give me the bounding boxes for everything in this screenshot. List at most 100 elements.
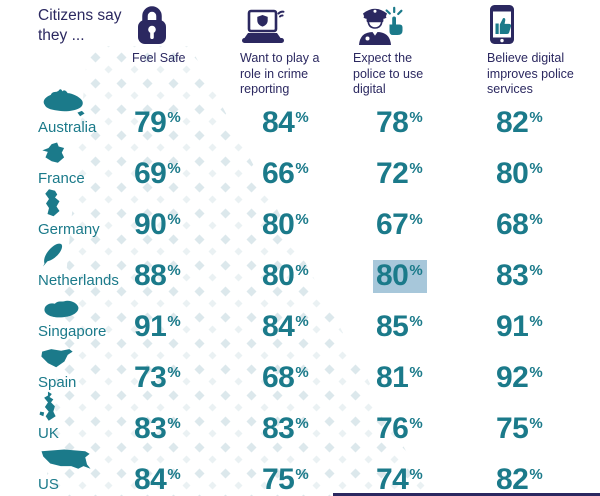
percent-sign: % [409,109,423,126]
us-crime-reporting-value: 75% [262,463,309,496]
percent-sign: % [529,109,543,126]
uk-crime-reporting-value: 83% [262,412,309,445]
percent-sign: % [295,313,309,330]
percent-sign: % [167,160,181,177]
column-label: Feel Safe [132,51,186,65]
country-label: Singapore [38,323,107,340]
netherlands-police-digital-value-highlighted: 80% [372,260,492,293]
percent-sign: % [167,109,181,126]
france-digital-improves-value: 80% [496,157,543,190]
country-cell: Singapore [38,292,130,343]
laptop-police-badge-icon [240,2,288,46]
country-label: Germany [38,221,100,238]
uk-police-digital-value: 76% [376,412,423,445]
percent-sign: % [295,415,309,432]
spain-police-digital-value: 81% [376,361,423,394]
percent-sign: % [529,466,543,483]
table-row-singapore: Singapore 91% 84% 85% 91% [0,292,600,343]
spain-map-icon [41,349,73,368]
column-header-police-digital: Expect the police to use digital [353,0,473,98]
percent-sign: % [529,415,543,432]
germany-police-digital-value: 67% [376,208,423,241]
uk-map-icon [39,391,56,421]
percent-sign: % [409,313,423,330]
percent-sign: % [167,262,181,279]
percent-sign: % [295,211,309,228]
bottom-edge-line [333,493,600,496]
percent-sign: % [409,364,423,381]
percent-sign: % [409,211,423,228]
australia-digital-improves-value: 82% [496,106,543,139]
country-label: UK [38,425,59,442]
column-header-crime-reporting: Want to play a role in crime reporting [240,0,354,98]
singapore-feel-safe-value: 91% [134,310,181,343]
country-cell: Australia [38,88,130,139]
percent-sign: % [295,364,309,381]
us-map-icon [41,449,91,469]
netherlands-crime-reporting-value: 80% [262,259,309,292]
percent-sign: % [409,262,423,279]
column-header-digital-improves: Believe digital improves police services [487,0,595,98]
germany-map-icon [45,189,60,217]
percent-sign: % [529,160,543,177]
australia-feel-safe-value: 79% [134,106,181,139]
table-row-spain: Spain 73% 68% 81% 92% [0,343,600,394]
percent-sign: % [529,262,543,279]
australia-map-icon [43,89,85,117]
spain-feel-safe-value: 73% [134,361,181,394]
us-digital-improves-value: 82% [496,463,543,496]
column-label: Expect the police to use digital [353,51,424,96]
table-row-uk: UK 83% 83% 76% 75% [0,391,600,445]
spain-digital-improves-value: 92% [496,361,543,394]
percent-sign: % [409,415,423,432]
percent-sign: % [409,466,423,483]
column-label: Want to play a role in crime reporting [240,51,320,96]
table-row-netherlands: Netherlands 88% 80% 80% 83% [0,241,600,293]
lock-icon [130,2,172,46]
country-cell: UK [38,391,130,445]
page-title: Citizens say they ... [38,7,122,44]
column-header-feel-safe: Feel Safe [130,0,258,98]
singapore-digital-improves-value: 91% [496,310,543,343]
us-feel-safe-value: 84% [134,463,181,496]
country-cell: Netherlands [38,241,130,292]
germany-crime-reporting-value: 80% [262,208,309,241]
percent-sign: % [167,364,181,381]
france-police-digital-value: 72% [376,157,423,190]
uk-feel-safe-value: 83% [134,412,181,445]
percent-sign: % [295,109,309,126]
percent-sign: % [167,211,181,228]
netherlands-feel-safe-value: 88% [134,259,181,292]
singapore-map-icon [44,300,79,318]
country-label: US [38,476,59,493]
tap-gesture-icon [385,6,403,35]
percent-sign: % [409,160,423,177]
country-label: Spain [38,374,77,391]
percent-sign: % [529,364,543,381]
australia-police-digital-value: 78% [376,106,423,139]
country-cell: Germany [38,189,130,241]
germany-digital-improves-value: 68% [496,208,543,241]
france-map-icon [42,142,65,163]
australia-crime-reporting-value: 84% [262,106,309,139]
country-label: Netherlands [38,272,119,289]
country-cell: US [38,445,130,496]
percent-sign: % [167,313,181,330]
table-row-australia: Australia 79% 84% 78% 82% [0,88,600,139]
table-row-us: US 84% 75% 74% 82% [0,445,600,496]
table-row-germany: Germany 90% 80% 67% 68% [0,189,600,241]
percent-sign: % [167,466,181,483]
uk-digital-improves-value: 75% [496,412,543,445]
header-row: Citizens say they ... Feel Safe [0,0,600,96]
france-crime-reporting-value: 66% [262,157,309,190]
smartphone-thumbs-up-icon [487,2,517,46]
police-officer-tap-icon [353,2,405,46]
spain-crime-reporting-value: 68% [262,361,309,394]
column-label: Believe digital improves police services [487,51,574,96]
singapore-crime-reporting-value: 84% [262,310,309,343]
percent-sign: % [167,415,181,432]
country-cell: Spain [38,343,130,394]
percent-sign: % [295,262,309,279]
